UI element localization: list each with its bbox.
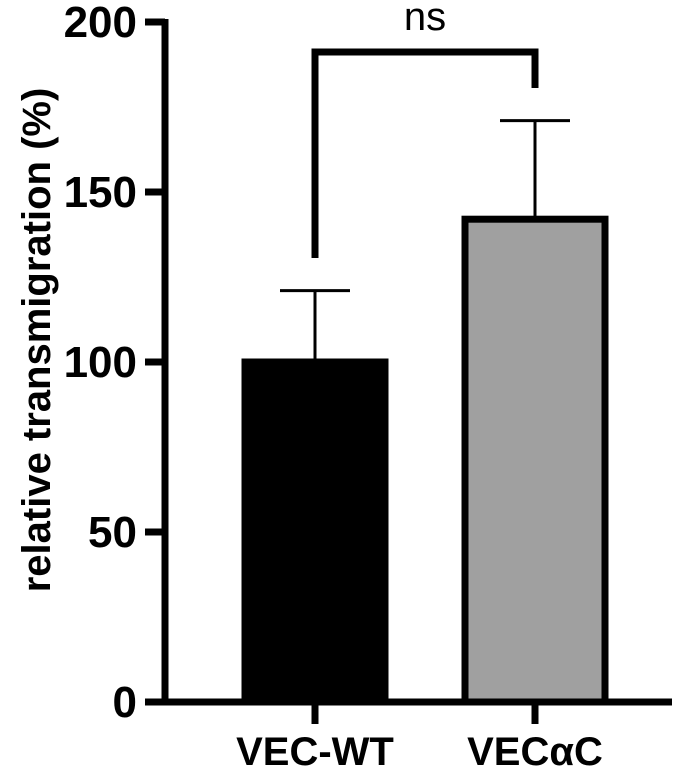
significance-label: ns <box>404 0 446 39</box>
x-axis-labels: VEC-WT VECαC <box>236 702 603 774</box>
y-tick-label: 100 <box>64 338 137 387</box>
x-tick-label: VEC-WT <box>236 730 394 774</box>
significance-bracket: ns <box>311 0 539 258</box>
y-axis-ticks: 0 50 100 150 200 <box>64 0 165 727</box>
y-tick-label: 150 <box>64 168 137 217</box>
x-tick-label: VECαC <box>467 730 603 774</box>
y-tick-label: 200 <box>64 0 137 47</box>
y-tick-label: 0 <box>113 678 137 727</box>
bar-1 <box>241 358 389 706</box>
y-tick-label: 50 <box>88 508 137 557</box>
significance-line <box>311 48 539 258</box>
error-bars <box>280 119 570 362</box>
y-axis-title: relative transmigration (%) <box>15 88 59 593</box>
bar-2 <box>461 215 609 706</box>
